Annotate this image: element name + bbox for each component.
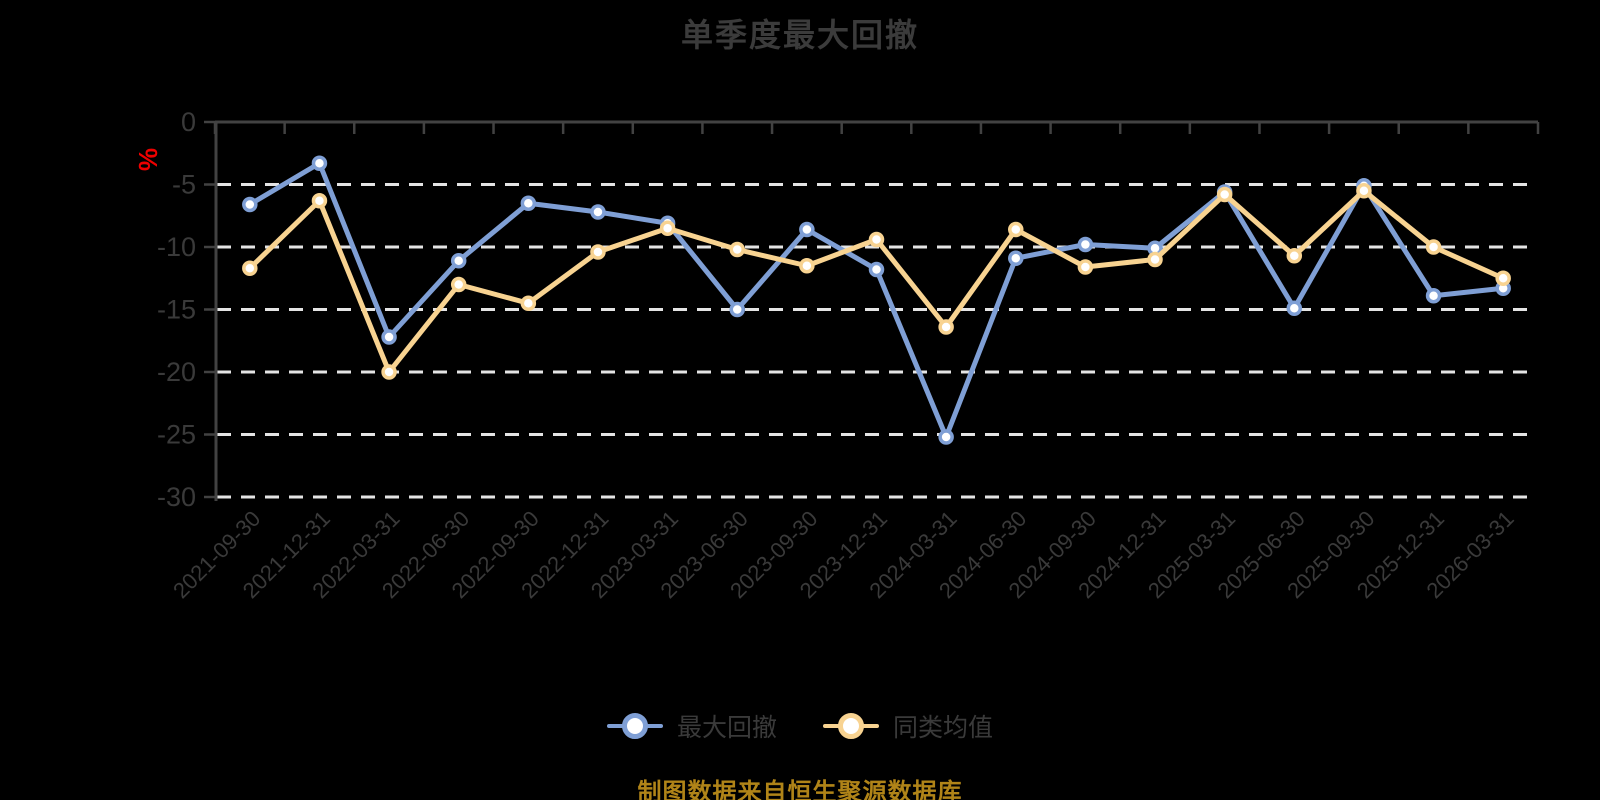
- data-point-max-drawdown[interactable]: [1008, 250, 1024, 266]
- line-marker-icon: [606, 713, 663, 739]
- data-point-category-average[interactable]: [868, 231, 885, 248]
- data-point-max-drawdown[interactable]: [450, 253, 467, 269]
- data-point-category-average[interactable]: [1008, 221, 1024, 238]
- chart-title: 单季度最大回撤: [680, 17, 919, 53]
- data-point-max-drawdown[interactable]: [311, 155, 328, 171]
- data-point-max-drawdown[interactable]: [520, 195, 537, 211]
- data-point-max-drawdown[interactable]: [381, 329, 397, 345]
- data-point-max-drawdown[interactable]: [1286, 300, 1303, 316]
- legend-item-max-drawdown[interactable]: 最大回撤: [606, 708, 777, 744]
- data-point-max-drawdown[interactable]: [799, 221, 815, 238]
- data-point-category-average[interactable]: [1216, 186, 1233, 203]
- data-point-category-average[interactable]: [1286, 248, 1303, 264]
- data-point-category-average[interactable]: [1077, 259, 1094, 275]
- data-point-category-average[interactable]: [659, 220, 676, 236]
- y-axis-tick-label: -30: [157, 482, 196, 512]
- data-point-max-drawdown[interactable]: [868, 261, 885, 278]
- legend-item-category-average[interactable]: 同类均值: [823, 708, 993, 744]
- y-axis-tick-label: -15: [157, 295, 196, 325]
- data-point-category-average[interactable]: [1147, 251, 1163, 268]
- data-point-category-average[interactable]: [799, 258, 815, 274]
- data-point-max-drawdown[interactable]: [729, 301, 745, 318]
- data-point-max-drawdown[interactable]: [242, 196, 258, 213]
- legend: 最大回撤 同类均值: [0, 708, 1600, 744]
- data-point-category-average[interactable]: [242, 260, 258, 276]
- data-point-category-average[interactable]: [1356, 183, 1372, 199]
- line-marker-icon: [823, 713, 879, 739]
- data-point-category-average[interactable]: [590, 244, 606, 260]
- data-point-category-average[interactable]: [381, 364, 397, 380]
- legend-label-max-drawdown: 最大回撤: [676, 714, 777, 742]
- data-point-max-drawdown[interactable]: [1077, 236, 1094, 253]
- y-axis-tick-label: -5: [172, 170, 196, 200]
- data-point-category-average[interactable]: [311, 193, 328, 209]
- y-axis-tick-label: -20: [157, 357, 196, 387]
- data-point-category-average[interactable]: [520, 295, 537, 311]
- y-axis-tick-label: -10: [157, 232, 196, 262]
- data-point-category-average[interactable]: [1495, 270, 1511, 286]
- legend-label-category-average: 同类均值: [893, 714, 994, 742]
- data-point-max-drawdown[interactable]: [1425, 288, 1442, 304]
- data-point-category-average[interactable]: [1425, 239, 1442, 255]
- data-point-max-drawdown[interactable]: [590, 204, 606, 220]
- data-point-category-average[interactable]: [450, 276, 467, 293]
- series-line-max-drawdown: [247, 160, 1506, 440]
- data-point-category-average[interactable]: [938, 319, 954, 335]
- data-source-note: 制图数据来自恒生聚源数据库: [637, 779, 963, 800]
- data-point-category-average[interactable]: [729, 241, 745, 258]
- y-axis-tick-label: -25: [157, 420, 196, 450]
- y-axis-tick-label: 0: [181, 107, 196, 137]
- data-point-max-drawdown[interactable]: [938, 429, 954, 445]
